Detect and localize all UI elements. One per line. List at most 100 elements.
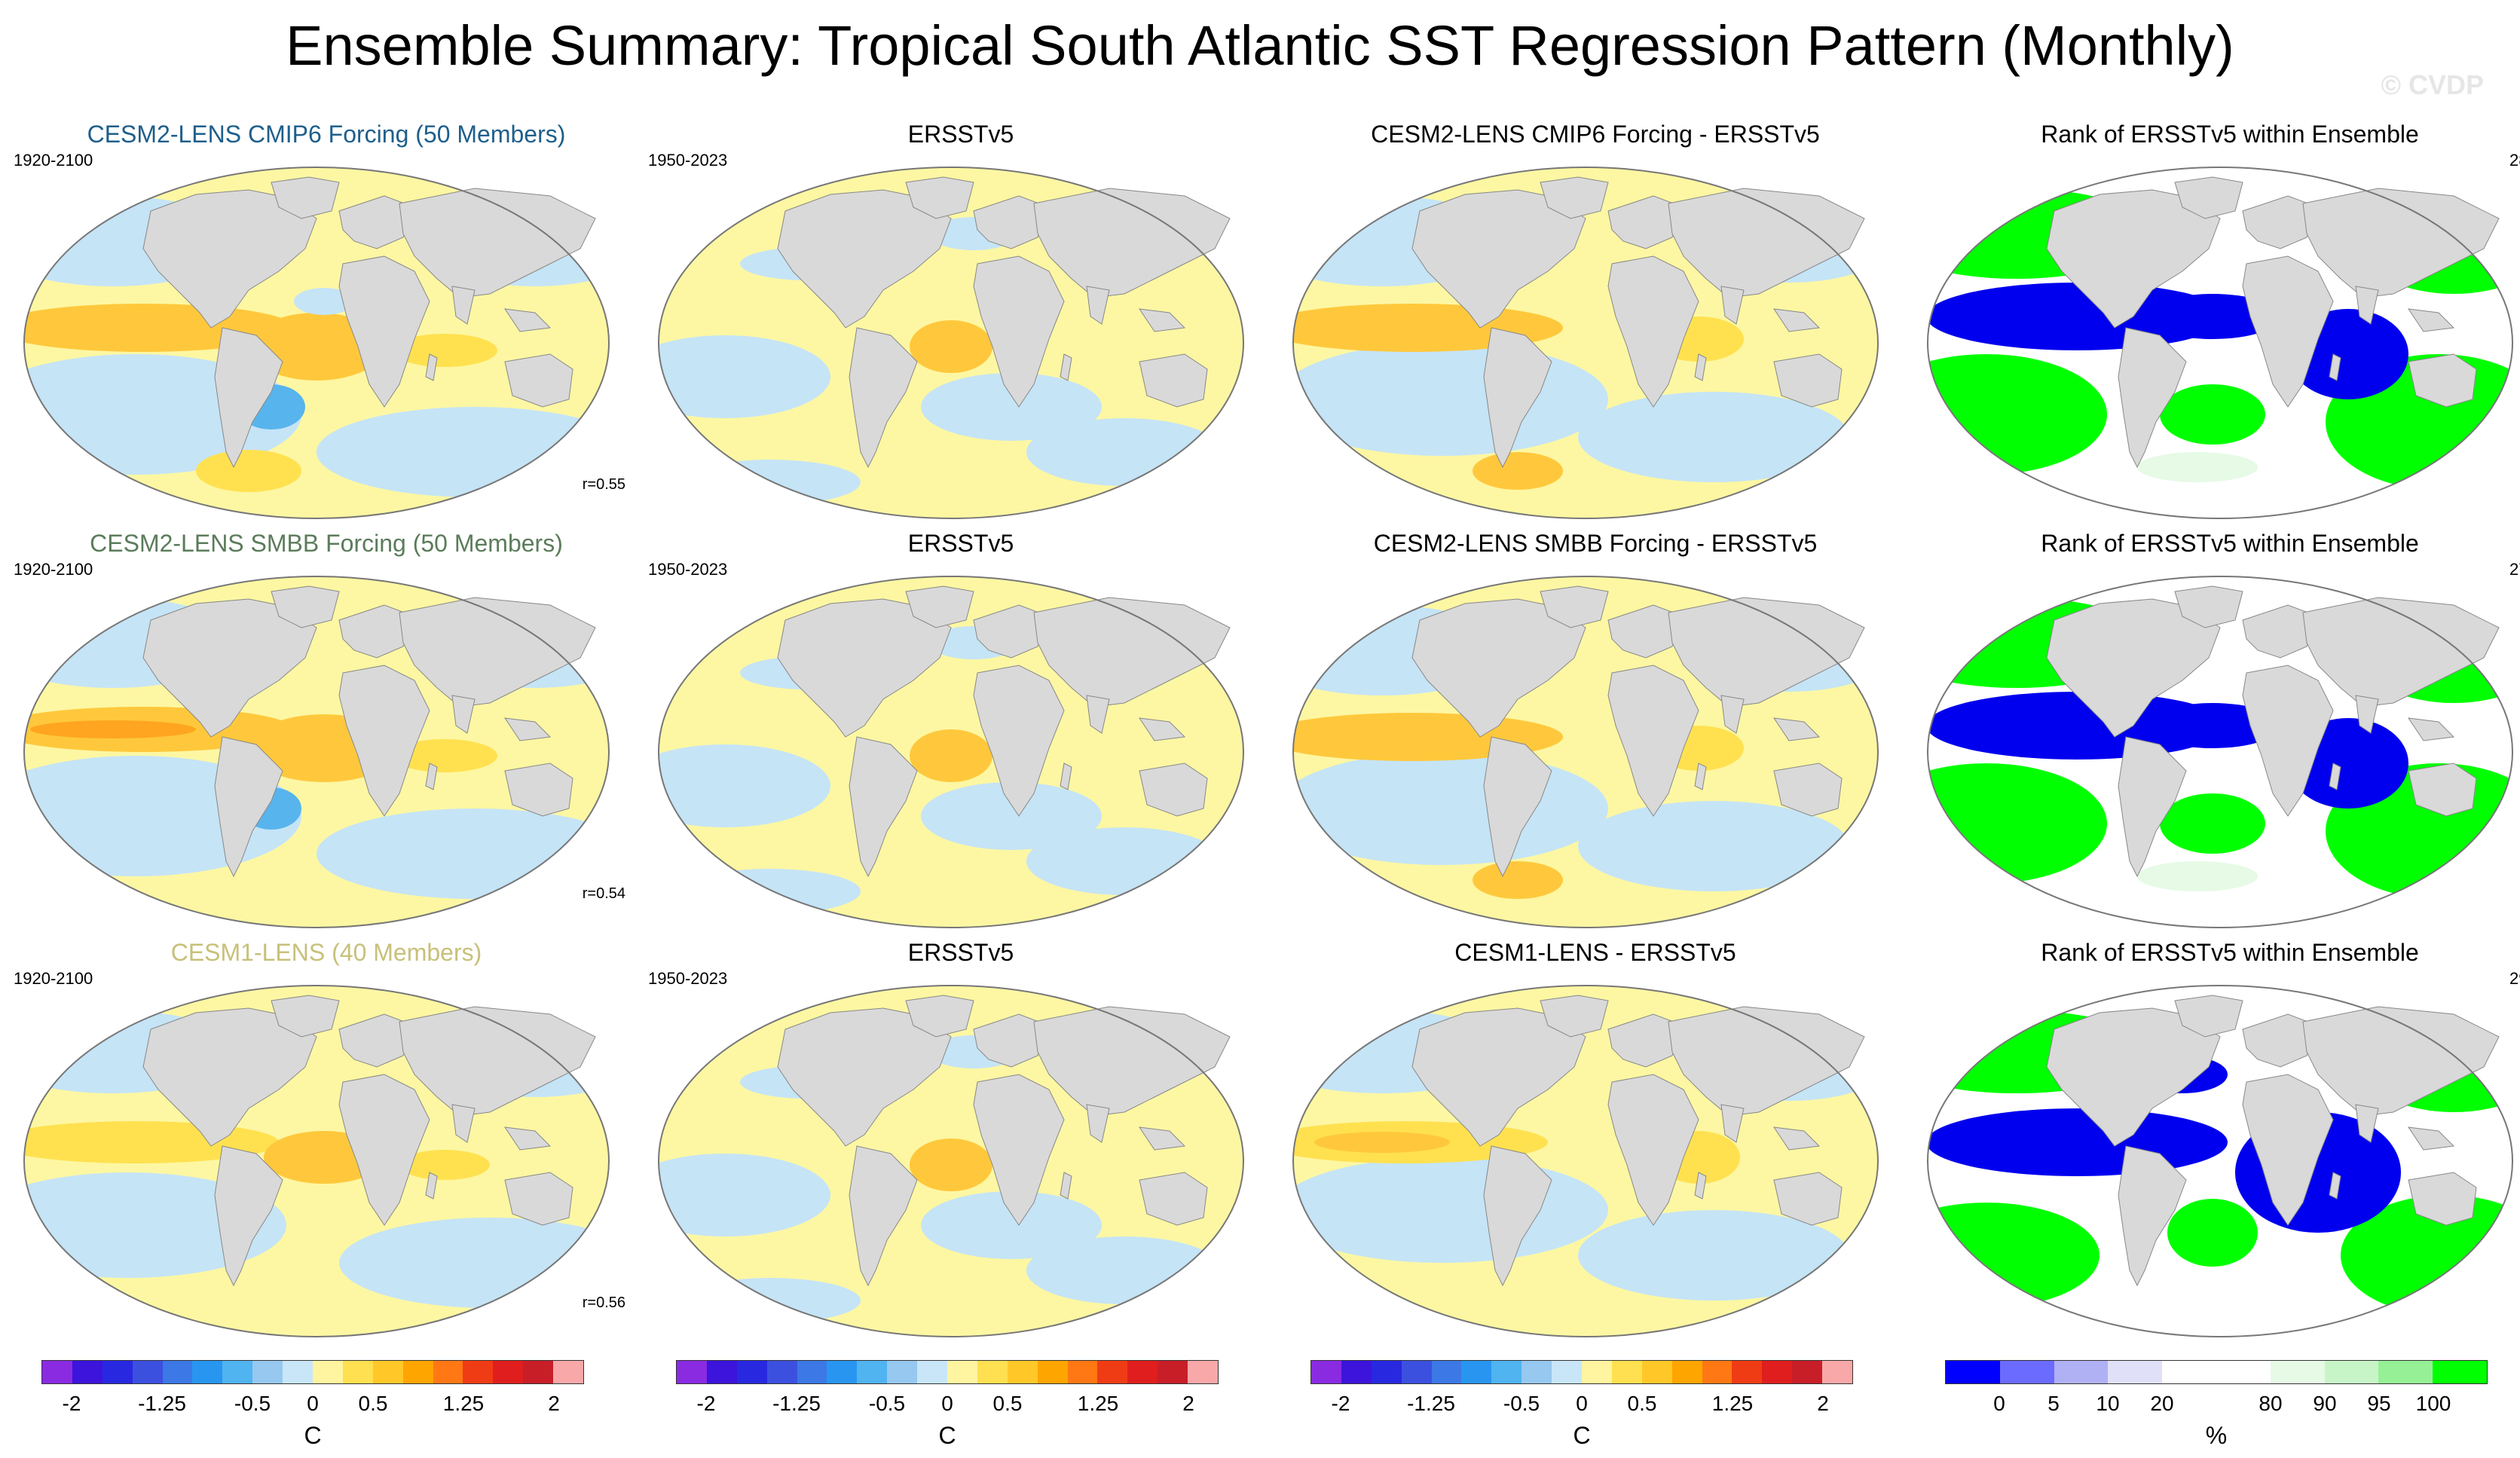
colorbar-box	[192, 1361, 223, 1383]
colorbar-tick-label: 0	[1576, 1392, 1588, 1415]
colorbar-tick-label: -1.25	[1407, 1392, 1455, 1415]
colorbar-box	[1431, 1361, 1462, 1383]
colorbar-tick-label: 0.5	[358, 1392, 388, 1415]
colorbar-box	[1521, 1361, 1552, 1383]
colorbar-box	[977, 1361, 1008, 1383]
sst-map	[23, 166, 610, 520]
colorbar-box	[42, 1361, 72, 1383]
panel-title: CESM2-LENS CMIP6 Forcing (50 Members)	[87, 121, 566, 148]
colorbar-box	[2216, 1361, 2271, 1383]
colorbar-box	[1762, 1361, 1793, 1383]
colorbar-box	[553, 1361, 584, 1383]
years-label: 1920-2100	[14, 151, 93, 170]
colorbar-box	[313, 1361, 343, 1383]
colorbar-box	[493, 1361, 524, 1383]
colorbar-tick-label: 5	[2048, 1392, 2060, 1415]
panel-title: Rank of ERSSTv5 within Ensemble	[2041, 530, 2419, 557]
colorbar-tick-label: 2	[1817, 1392, 1829, 1415]
colorbar-tick-label: -0.5	[1503, 1392, 1540, 1415]
colorbar-box	[2162, 1361, 2216, 1383]
colorbar-box	[887, 1361, 918, 1383]
panel-title: ERSSTv5	[907, 530, 1014, 557]
years-label: 1950-2023	[648, 969, 728, 988]
colorbar-tick-label: 2	[1182, 1392, 1194, 1415]
colorbar-box	[433, 1361, 463, 1383]
colorbar-tick-label: -0.5	[234, 1392, 271, 1415]
colorbar-box	[857, 1361, 888, 1383]
panel-title: ERSSTv5	[907, 121, 1014, 148]
colorbar-unit: C	[304, 1422, 322, 1449]
colorbar-box	[1999, 1361, 2054, 1383]
panel-model-row1: CESM2-LENS CMIP6 Forcing (50 Members) 19…	[14, 121, 639, 531]
colorbar-box	[1491, 1361, 1522, 1383]
sst-map	[657, 984, 1245, 1338]
colorbar-tick-label: -2	[62, 1392, 81, 1415]
colorbar-box	[222, 1361, 253, 1383]
colorbar-box	[1792, 1361, 1823, 1383]
colorbar-box	[1702, 1361, 1732, 1383]
colorbar-box	[917, 1361, 948, 1383]
sst-map	[657, 166, 1245, 520]
pattern-correlation: r=0.56	[582, 1294, 625, 1311]
colorbar-tick-label: -1.25	[772, 1392, 821, 1415]
sst-map	[1292, 575, 1879, 929]
colorbar-box	[1461, 1361, 1492, 1383]
colorbar-box	[1822, 1361, 1853, 1383]
colorbar-box	[1188, 1361, 1219, 1383]
colorbar-box	[1341, 1361, 1372, 1383]
colorbar-tick-label: -1.25	[138, 1392, 186, 1415]
colorbar-tick-label: 0	[941, 1392, 953, 1415]
colorbar-box	[947, 1361, 977, 1383]
colorbar-box	[736, 1361, 767, 1383]
colorbar-unit: C	[938, 1422, 956, 1449]
rank-percent: 28%	[2509, 151, 2520, 170]
colorbar-box	[1401, 1361, 1432, 1383]
years-label: 1950-2023	[648, 151, 728, 170]
colorbar-boxes	[41, 1360, 584, 1384]
sst-map	[23, 984, 610, 1338]
colorbar-box	[1671, 1361, 1702, 1383]
colorbar-box	[1097, 1361, 1128, 1383]
colorbar-rank: 0 5 10 20 80 90 95 100 %	[1945, 1360, 2488, 1449]
panel-obs-row3: ERSSTv5 1950-2023	[648, 939, 1274, 1349]
panel-obs-row2: ERSSTv5 1950-2023	[648, 530, 1274, 940]
colorbar-box	[523, 1361, 554, 1383]
colorbar-box	[2108, 1361, 2163, 1383]
panel-rank-row1: Rank of ERSSTv5 within Ensemble 28%	[1917, 121, 2520, 531]
colorbar-tick-label: 1.25	[442, 1392, 485, 1415]
colorbar-box	[706, 1361, 737, 1383]
colorbar-box	[372, 1361, 403, 1383]
panel-title: CESM1-LENS (40 Members)	[170, 939, 482, 966]
panel-title: CESM2-LENS CMIP6 Forcing - ERSSTv5	[1371, 121, 1820, 148]
colorbar-tick-label: 100	[2415, 1392, 2451, 1415]
colorbar-unit: %	[2205, 1422, 2228, 1449]
colorbar-box	[463, 1361, 494, 1383]
colorbar-tick-label: 95	[2367, 1392, 2391, 1415]
colorbar-tick-label: -2	[1331, 1392, 1350, 1415]
colorbar-sst-1: -2 -1.25 -0.5 0 0.5 1.25 2 C	[41, 1360, 584, 1449]
colorbar-box	[283, 1361, 313, 1383]
colorbar-tick-label: 20	[2150, 1392, 2174, 1415]
colorbar-box	[252, 1361, 283, 1383]
colorbar-box	[2378, 1361, 2433, 1383]
colorbar-tick-label: 1.25	[1711, 1392, 1754, 1415]
watermark: © CVDP	[2381, 69, 2484, 100]
rank-map	[1926, 575, 2514, 929]
colorbar-box	[1158, 1361, 1188, 1383]
pattern-correlation: r=0.54	[582, 885, 625, 902]
colorbar-box	[2433, 1361, 2487, 1383]
colorbar-box	[102, 1361, 133, 1383]
colorbar-box	[1641, 1361, 1672, 1383]
colorbar-box	[797, 1361, 827, 1383]
colorbar-box	[402, 1361, 433, 1383]
colorbar-box	[1311, 1361, 1341, 1383]
panel-model-row3: CESM1-LENS (40 Members) 1920-2100 r=0.56	[14, 939, 639, 1349]
panel-title: ERSSTv5	[907, 939, 1014, 966]
colorbar-box	[342, 1361, 373, 1383]
colorbar-tick-label: 80	[2259, 1392, 2283, 1415]
colorbar-tick-label: 1.25	[1077, 1392, 1119, 1415]
colorbar-tick-label: 10	[2096, 1392, 2120, 1415]
sst-map	[23, 575, 610, 929]
colorbar-tick-label: 0	[307, 1392, 319, 1415]
colorbar-tick-label: 2	[548, 1392, 560, 1415]
